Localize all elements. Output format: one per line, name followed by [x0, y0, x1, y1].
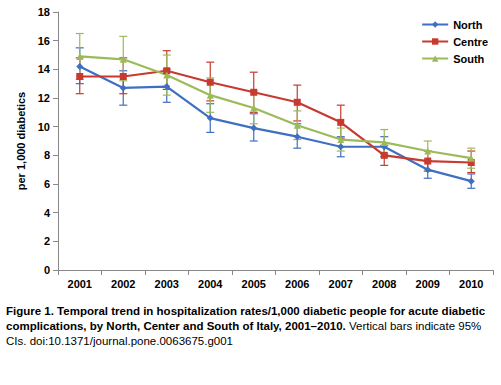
svg-text:2005: 2005 — [242, 278, 266, 290]
svg-text:16: 16 — [38, 35, 50, 47]
svg-text:2007: 2007 — [329, 278, 353, 290]
svg-text:2010: 2010 — [459, 278, 483, 290]
svg-text:2009: 2009 — [416, 278, 440, 290]
svg-text:14: 14 — [38, 63, 51, 75]
svg-text:2004: 2004 — [198, 278, 223, 290]
svg-text:2: 2 — [44, 235, 50, 247]
svg-text:2001: 2001 — [68, 278, 92, 290]
svg-text:6: 6 — [44, 178, 50, 190]
svg-text:12: 12 — [38, 92, 50, 104]
svg-text:10: 10 — [38, 121, 50, 133]
svg-text:4: 4 — [44, 207, 51, 219]
svg-text:2006: 2006 — [285, 278, 309, 290]
svg-text:2002: 2002 — [111, 278, 135, 290]
svg-text:2008: 2008 — [372, 278, 396, 290]
svg-text:18: 18 — [38, 6, 50, 18]
svg-text:2003: 2003 — [155, 278, 179, 290]
svg-text:8: 8 — [44, 149, 50, 161]
html-text:Figure 1. Temporal trend in ho: Figure 1. Temporal trend in hospitalizat… — [6, 305, 486, 347]
svg-text:South: South — [453, 53, 484, 65]
svg-text:0: 0 — [44, 264, 50, 276]
svg-text:per 1,000 diabetics: per 1,000 diabetics — [15, 92, 27, 190]
svg-text:Centre: Centre — [453, 36, 488, 48]
svg-text:North: North — [453, 19, 483, 31]
